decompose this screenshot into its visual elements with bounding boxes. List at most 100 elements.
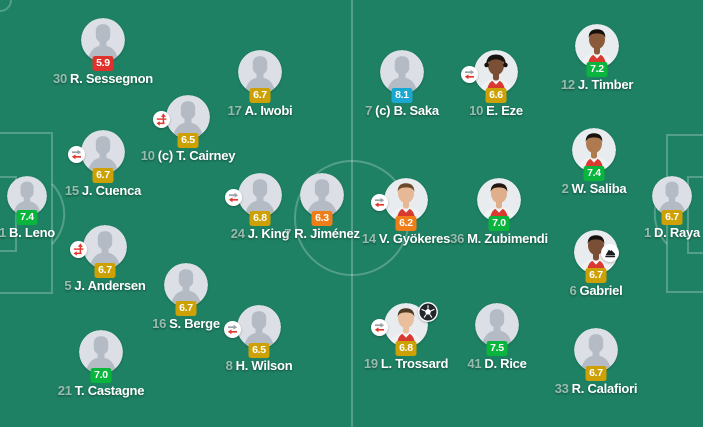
player-c-b-saka[interactable]: 8.1 7 (c) B. Saka	[365, 50, 439, 118]
player-name: J. Cuenca	[81, 183, 142, 198]
rating-badge: 7.2	[586, 62, 608, 77]
player-name: L. Trossard	[380, 356, 449, 371]
player-name: R. Jiménez	[294, 226, 360, 241]
player-number: 36	[450, 231, 465, 246]
left-goal-box	[0, 176, 17, 252]
player-label: 10 E. Eze	[411, 103, 581, 118]
player-name: T. Castagne	[74, 383, 145, 398]
player-name: B. Leno	[9, 225, 55, 240]
player-c-t-cairney[interactable]: 6.5 10 (c) T. Cairney	[141, 95, 235, 163]
player-number: 1	[644, 225, 652, 240]
player-number: 12	[560, 77, 575, 92]
player-l-trossard[interactable]: 6.8 19 L. Trossard	[364, 302, 448, 371]
substitution-icon	[225, 188, 242, 206]
player-r-jim-nez[interactable]: 6.3 7 R. Jiménez	[284, 173, 360, 241]
rating-badge: 6.7	[249, 88, 271, 103]
player-label: 12 J. Timber	[512, 77, 682, 92]
player-j-king[interactable]: 6.8 24 J. King	[225, 173, 290, 241]
player-label: 6 Gabriel	[511, 283, 681, 298]
player-s-berge[interactable]: 6.7 16 S. Berge	[152, 263, 220, 331]
player-j-cuenca[interactable]: 6.7 15 J. Cuenca	[65, 130, 141, 198]
player-r-sessegnon[interactable]: 5.9 30 R. Sessegnon	[53, 18, 153, 86]
player-number: 14	[361, 231, 376, 246]
substitution-icon	[68, 145, 85, 163]
player-number: 8	[225, 358, 233, 373]
player-j-timber[interactable]: 7.2 12 J. Timber	[561, 24, 633, 92]
substitution-icon	[371, 318, 388, 336]
rating-badge: 7.5	[486, 341, 508, 356]
player-label: 41 D. Rice	[412, 356, 582, 371]
player-j-andersen[interactable]: 6.7 5 J. Andersen	[64, 225, 146, 293]
player-label: 33 R. Calafiori	[511, 381, 681, 396]
rating-badge: 7.4	[583, 166, 605, 181]
assist-icon	[601, 244, 619, 262]
player-d-rice[interactable]: 7.5 41 D. Rice	[467, 303, 527, 371]
player-name: J. Andersen	[74, 278, 146, 293]
left-penalty-box	[0, 132, 53, 294]
player-label: 15 J. Cuenca	[18, 183, 188, 198]
player-label: 36 M. Zubimendi	[414, 231, 584, 246]
player-number: 19	[363, 356, 378, 371]
rating-badge: 6.7	[94, 263, 116, 278]
player-label: 1 B. Leno	[0, 225, 112, 240]
player-t-castagne[interactable]: 7.0 21 T. Castagne	[58, 330, 144, 398]
player-number: 7	[284, 226, 292, 241]
rating-badge: 6.7	[585, 366, 607, 381]
player-number: 21	[57, 383, 72, 398]
player-name: (c) T. Cairney	[157, 148, 236, 163]
player-name: Gabriel	[579, 283, 623, 298]
rating-badge: 6.7	[585, 268, 607, 283]
player-name: E. Eze	[486, 103, 523, 118]
substitution-icon	[224, 320, 241, 338]
player-e-eze[interactable]: 6.6 10 E. Eze	[461, 50, 523, 118]
player-number: 41	[467, 356, 482, 371]
rating-badge: 6.5	[177, 133, 199, 148]
player-label: 5 J. Andersen	[20, 278, 190, 293]
corner-arc	[0, 0, 12, 12]
player-label: 30 R. Sessegnon	[18, 71, 188, 86]
player-number: 30	[53, 71, 67, 86]
player-name: W. Saliba	[571, 181, 627, 196]
player-label: 7 (c) B. Saka	[317, 103, 487, 118]
right-goal-box	[687, 176, 703, 254]
player-h-wilson[interactable]: 6.5 8 H. Wilson	[224, 305, 293, 373]
player-d-raya[interactable]: 6.7 1 D. Raya	[644, 176, 700, 240]
player-label: 19 L. Trossard	[321, 356, 491, 371]
player-label: 2 W. Saliba	[509, 181, 679, 196]
player-number: 6	[569, 283, 577, 298]
rating-badge: 6.5	[248, 343, 270, 358]
player-number: 15	[64, 183, 79, 198]
substitution-icon	[461, 65, 478, 83]
player-name: R. Calafiori	[571, 381, 638, 396]
player-name: M. Zubimendi	[467, 231, 548, 246]
rating-badge: 6.3	[311, 211, 333, 226]
player-m-zubimendi[interactable]: 7.0 36 M. Zubimendi	[450, 178, 548, 246]
player-number: 10	[469, 103, 484, 118]
player-number: 24	[230, 226, 245, 241]
player-a-iwobi[interactable]: 6.7 17 A. Iwobi	[228, 50, 293, 118]
player-label: 1 D. Raya	[587, 225, 703, 240]
player-name: D. Raya	[654, 225, 700, 240]
substituted-off-icon	[153, 110, 170, 128]
player-number: 33	[554, 381, 569, 396]
player-gabriel[interactable]: 6.7 6 Gabriel	[569, 230, 623, 298]
player-w-saliba[interactable]: 7.4 2 W. Saliba	[562, 128, 627, 196]
player-number: 7	[365, 103, 373, 118]
rating-badge: 7.4	[16, 210, 38, 225]
player-number: 10	[140, 148, 155, 163]
player-name: S. Berge	[169, 316, 220, 331]
player-number: 1	[0, 225, 7, 240]
player-b-leno[interactable]: 7.4 1 B. Leno	[0, 176, 55, 240]
rating-badge: 6.6	[485, 88, 507, 103]
player-label: 14 V. Gyökeres	[321, 231, 491, 246]
player-number: 16	[152, 316, 167, 331]
player-number: 2	[561, 181, 569, 196]
player-number: 5	[64, 278, 72, 293]
player-name: (c) B. Saka	[375, 103, 439, 118]
player-v-gy-keres[interactable]: 6.2 14 V. Gyökeres	[362, 178, 450, 246]
player-name: R. Sessegnon	[70, 71, 153, 86]
player-r-calafiori[interactable]: 6.7 33 R. Calafiori	[555, 328, 638, 396]
player-name: A. Iwobi	[244, 103, 293, 118]
